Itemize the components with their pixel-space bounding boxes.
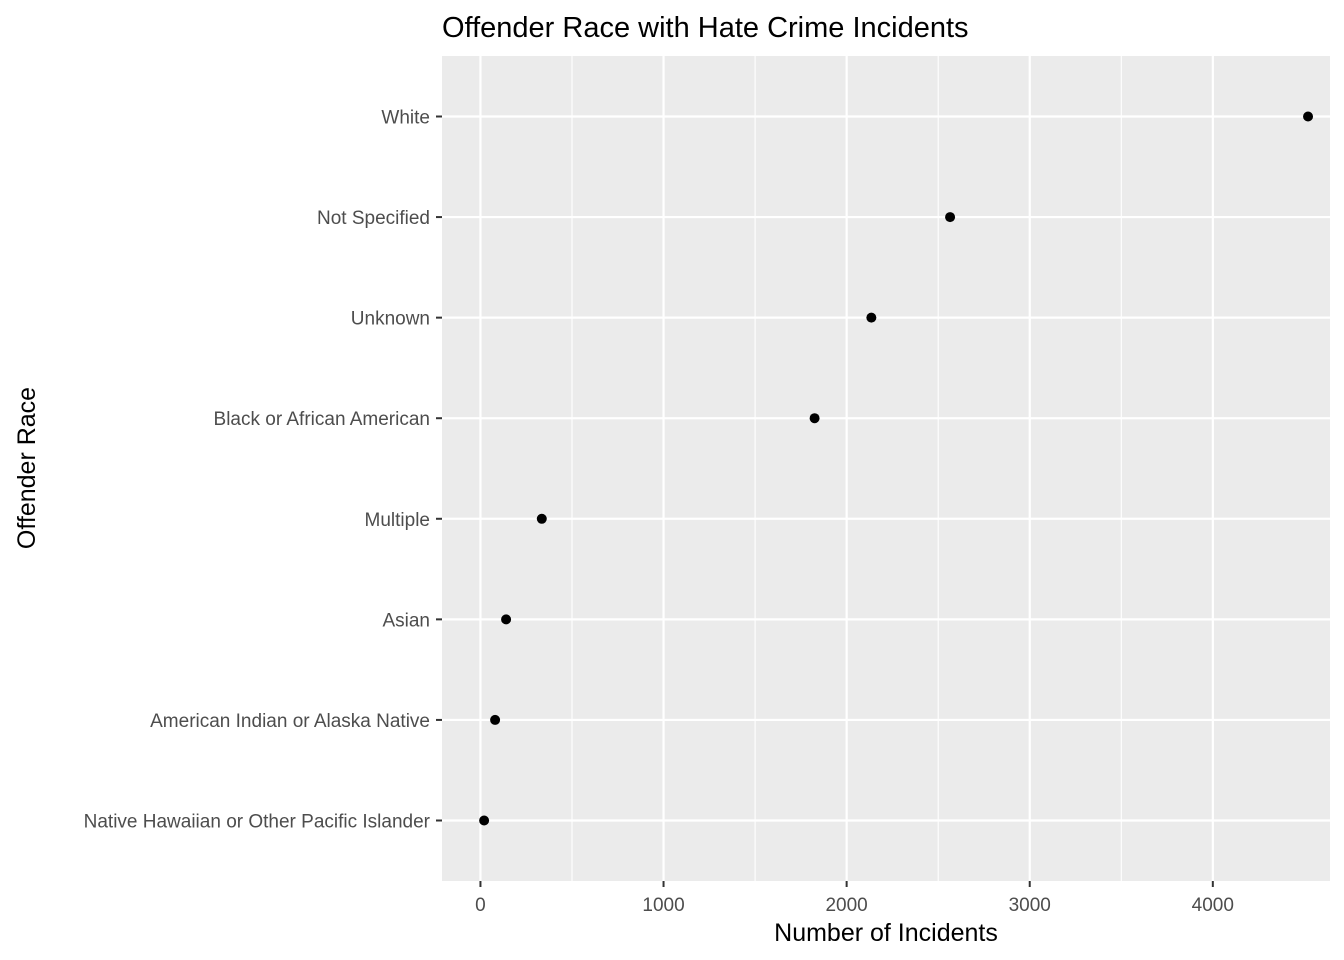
x-tick-label: 1000 <box>642 895 684 916</box>
y-tick-label: Native Hawaiian or Other Pacific Islande… <box>84 812 431 833</box>
x-tick-label: 2000 <box>825 895 867 916</box>
plot-panel <box>442 56 1330 881</box>
x-tick-label: 3000 <box>1009 895 1051 916</box>
y-tick-label: Asian <box>382 610 430 631</box>
data-point <box>536 513 547 524</box>
data-point <box>866 312 877 323</box>
major-gridlines <box>442 56 1330 881</box>
y-tick-label: Black or African American <box>214 409 430 430</box>
chart-title: Offender Race with Hate Crime Incidents <box>442 12 969 44</box>
data-point <box>1303 111 1314 122</box>
data-point <box>809 413 820 424</box>
y-tick-label: Unknown <box>351 309 430 330</box>
data-points <box>479 111 1314 826</box>
data-point <box>501 614 512 625</box>
x-tick-label: 0 <box>475 895 486 916</box>
y-axis-ticks: Native Hawaiian or Other Pacific Islande… <box>84 108 442 833</box>
data-point <box>945 212 956 223</box>
y-tick-label: Not Specified <box>317 208 430 229</box>
x-axis-title: Number of Incidents <box>774 919 998 947</box>
y-axis-title: Offender Race <box>13 387 41 549</box>
y-tick-label: White <box>381 108 430 129</box>
y-tick-label: Multiple <box>365 510 430 531</box>
data-point <box>490 714 501 725</box>
minor-gridlines <box>571 56 1122 881</box>
y-tick-label: American Indian or Alaska Native <box>150 711 430 732</box>
x-axis-ticks: 0 1000 2000 3000 4000 <box>475 881 1234 916</box>
data-point <box>479 815 490 826</box>
x-tick-label: 4000 <box>1192 895 1234 916</box>
